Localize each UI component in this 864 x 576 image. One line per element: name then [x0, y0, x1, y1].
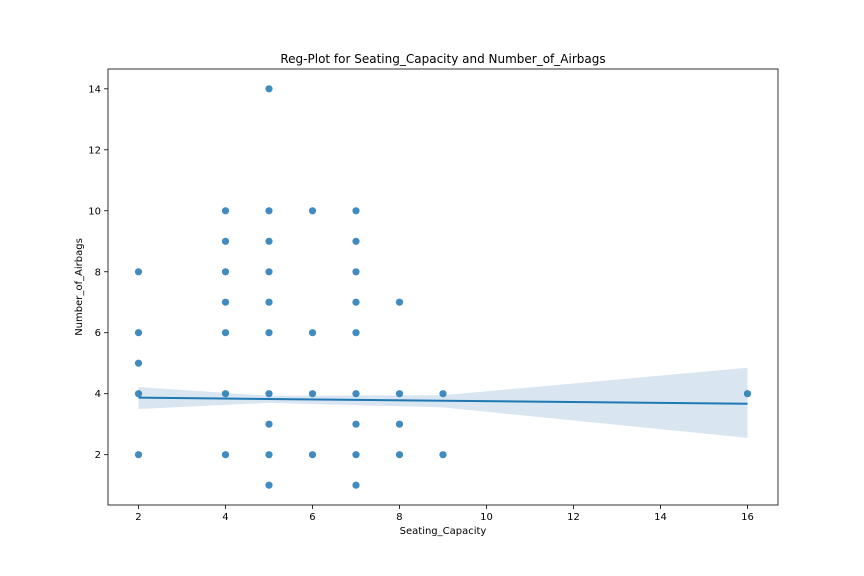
data-point [352, 207, 360, 215]
data-point [395, 451, 404, 459]
data-point [221, 390, 230, 398]
data-point [134, 329, 143, 337]
y-axis-label: Number_of_Airbags [74, 238, 85, 336]
regression-line [138, 396, 748, 405]
y-tick-label: 8 [95, 267, 101, 278]
x-axis-label: Seating_Capacity [400, 526, 487, 537]
data-point [439, 390, 447, 398]
data-point [265, 298, 273, 306]
y-tick-label: 10 [88, 206, 101, 217]
data-point [308, 329, 317, 337]
x-tick-label: 10 [480, 512, 493, 523]
x-tick-label: 2 [135, 512, 141, 523]
data-point [265, 451, 273, 459]
data-point [265, 268, 273, 276]
x-tick-label: 16 [741, 512, 754, 523]
data-point [352, 420, 360, 428]
data-point [221, 298, 230, 306]
data-point [395, 420, 404, 428]
data-point [352, 329, 360, 337]
data-point [352, 237, 360, 245]
chart-title: Reg-Plot for Seating_Capacity and Number… [280, 52, 605, 66]
data-point [134, 451, 143, 459]
data-point [395, 298, 404, 306]
data-point [221, 451, 230, 459]
y-tick-label: 14 [88, 84, 101, 95]
data-point [743, 390, 752, 398]
data-point [352, 298, 360, 306]
y-tick-label: 6 [95, 328, 101, 339]
y-axis-ticks: 2 4 6 8 10 12 14 [88, 84, 108, 461]
regression-line-layer [138, 396, 748, 405]
data-point [265, 329, 273, 337]
data-point [134, 268, 143, 276]
data-point [265, 390, 273, 398]
data-point [439, 451, 447, 459]
plot-frame [107, 68, 779, 506]
data-point [352, 451, 360, 459]
scatter-points-layer [134, 85, 752, 489]
confidence-band-layer [138, 367, 748, 438]
data-point [308, 451, 317, 459]
data-point [265, 207, 273, 215]
data-point [265, 237, 273, 245]
data-point [265, 85, 273, 93]
x-axis-ticks: 2 4 6 8 10 12 14 16 [135, 505, 754, 523]
data-point [265, 481, 273, 489]
data-point [221, 329, 230, 337]
data-point [395, 390, 404, 398]
x-tick-label: 14 [654, 512, 667, 523]
x-tick-label: 4 [222, 512, 228, 523]
data-point [352, 481, 360, 489]
data-point [134, 359, 143, 367]
data-point [308, 390, 317, 398]
data-point [352, 268, 360, 276]
y-tick-label: 4 [95, 389, 101, 400]
y-tick-label: 12 [88, 145, 101, 156]
x-tick-label: 6 [309, 512, 315, 523]
data-point [221, 268, 230, 276]
data-point [265, 420, 273, 428]
data-point [221, 207, 230, 215]
confidence-band [138, 367, 748, 438]
data-point [352, 390, 360, 398]
x-tick-label: 8 [396, 512, 402, 523]
data-point [221, 237, 230, 245]
data-point [308, 207, 317, 215]
data-point [134, 390, 143, 398]
y-tick-label: 2 [95, 450, 101, 461]
x-tick-label: 12 [567, 512, 580, 523]
